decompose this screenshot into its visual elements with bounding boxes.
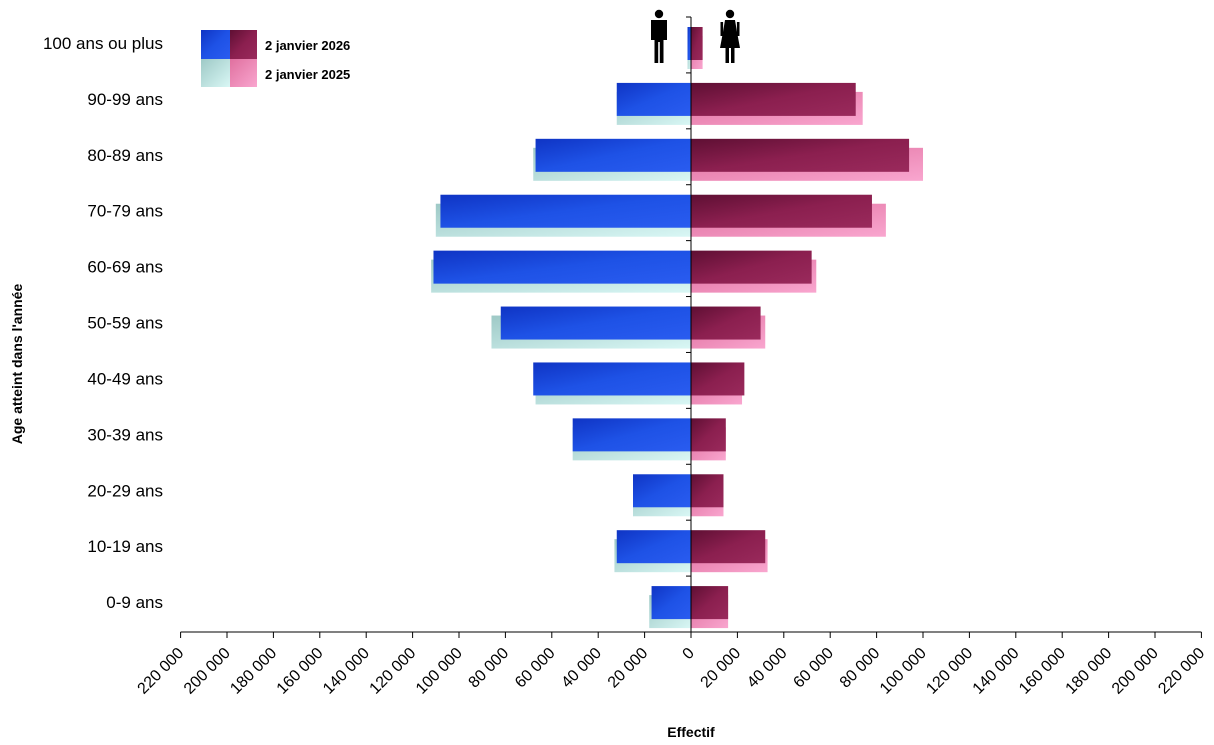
category-label: 100 ans ou plus (43, 34, 163, 53)
x-tick-label: 40 000 (558, 645, 605, 692)
x-tick-label: 60 000 (512, 645, 559, 692)
bar-women-2026 (691, 586, 729, 620)
x-tick-label: 100 000 (877, 645, 930, 698)
bar-men-2026 (535, 138, 691, 172)
bar-women-2026 (691, 250, 812, 284)
x-tick-label: 220 000 (135, 645, 188, 698)
category-labels: 100 ans ou plus 90-99 ans 80-89 ans 70-79 a… (43, 34, 163, 612)
legend-swatch-women-2026 (230, 30, 257, 59)
bar-women-2026 (691, 418, 726, 452)
bar-men-2026 (633, 474, 691, 508)
bar-men-2026 (440, 194, 691, 228)
category-label: 80-89 ans (87, 146, 163, 165)
legend-label-2025: 2 janvier 2025 (265, 67, 350, 82)
x-tick-label: 80 000 (837, 645, 884, 692)
x-tick-label: 80 000 (466, 645, 513, 692)
bar-men-2026 (616, 82, 691, 116)
x-tick-label: 200 000 (1109, 645, 1162, 698)
legend-label-2026: 2 janvier 2026 (265, 38, 350, 53)
bar-women-2026 (691, 306, 761, 340)
category-label: 60-69 ans (87, 258, 163, 277)
x-tick-label: 20 000 (698, 645, 745, 692)
x-tick-label: 160 000 (274, 645, 327, 698)
bar-women-2026 (691, 138, 910, 172)
bar-men-2026 (533, 362, 691, 396)
bar-men-2026 (616, 530, 691, 564)
category-label: 40-49 ans (87, 369, 163, 388)
bar-men-2026 (687, 27, 691, 60)
category-label: 20-29 ans (87, 481, 163, 500)
bar-men-2026 (433, 250, 691, 284)
x-tick-label: 220 000 (1155, 645, 1208, 698)
x-tick-label: 140 000 (970, 645, 1023, 698)
bar-women-2026 (691, 27, 703, 60)
x-tick-label: 40 000 (744, 645, 791, 692)
category-label: 90-99 ans (87, 90, 163, 109)
category-label: 0-9 ans (106, 593, 163, 612)
category-label: 30-39 ans (87, 425, 163, 444)
category-label: 10-19 ans (87, 537, 163, 556)
legend-swatch-women-2025 (230, 59, 257, 87)
legend-swatch-men-2025 (201, 59, 230, 87)
series-2026-bars (433, 27, 910, 620)
legend: 2 janvier 2026 2 janvier 2025 (201, 30, 350, 87)
bar-women-2026 (691, 82, 856, 116)
bar-men-2026 (651, 586, 691, 620)
x-tick-label: 0 (680, 645, 698, 663)
category-label: 50-59 ans (87, 314, 163, 333)
category-label: 70-79 ans (87, 202, 163, 221)
x-tick-label: 140 000 (320, 645, 373, 698)
x-tick-label: 180 000 (1063, 645, 1116, 698)
x-tick-label: 200 000 (181, 645, 234, 698)
x-axis-title: Effectif (667, 724, 715, 740)
y-axis-title: Age atteint dans l'année (9, 284, 25, 445)
x-tick-label: 180 000 (227, 645, 280, 698)
axes (180, 16, 1202, 638)
man-icon (651, 9, 667, 63)
x-tick-label: 100 000 (413, 645, 466, 698)
legend-swatch-men-2026 (201, 30, 230, 59)
x-tick-label: 120 000 (367, 645, 420, 698)
x-tick-label: 60 000 (790, 645, 837, 692)
bar-men-2026 (572, 418, 691, 452)
bar-women-2026 (691, 530, 766, 564)
bar-women-2026 (691, 362, 745, 396)
woman-icon (720, 9, 740, 63)
bar-men-2026 (500, 306, 691, 340)
bar-women-2026 (691, 194, 872, 228)
bar-women-2026 (691, 474, 724, 508)
x-tick-label: 160 000 (1016, 645, 1069, 698)
x-tick-label: 20 000 (605, 645, 652, 692)
x-tick-label: 120 000 (923, 645, 976, 698)
